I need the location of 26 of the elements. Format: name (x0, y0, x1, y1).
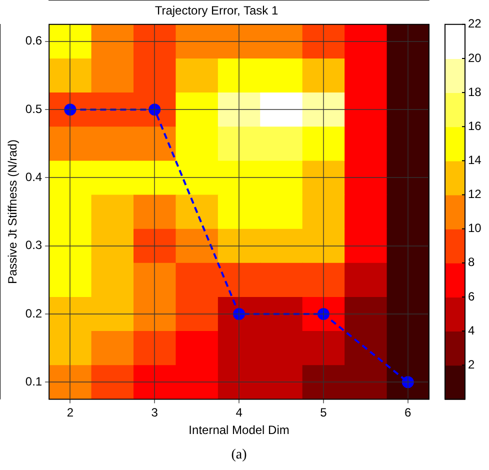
color-bar-label: 4 (468, 323, 475, 338)
color-bar-label: 18 (468, 84, 482, 99)
color-bar-label: 10 (468, 221, 482, 236)
x-axis-title: Internal Model Dim (188, 423, 290, 438)
color-bar-label: 2 (468, 357, 475, 372)
y-tick-label: 0.6 (25, 34, 42, 48)
color-bar-label: 14 (468, 153, 482, 168)
x-tick-label: 3 (151, 406, 158, 420)
x-tick-label: 6 (404, 406, 412, 420)
x-tick-label: 2 (66, 406, 74, 420)
chart-title: Trajectory Error, Task 1 (154, 4, 279, 18)
x-tick-label: 4 (236, 406, 243, 420)
color-bar-label: 12 (468, 187, 482, 202)
y-tick-label: 0.1 (25, 374, 42, 388)
y-tick-label: 0.4 (25, 170, 42, 184)
color-bar-label: 8 (468, 255, 475, 270)
color-bar-label: 6 (468, 289, 475, 304)
y-axis-title: Passive Jt Stiffness (N/rad) (6, 140, 20, 284)
text: (a) (231, 448, 248, 463)
y-tick-label: 0.3 (25, 238, 42, 252)
y-tick-label: 0.2 (25, 306, 42, 320)
x-tick-label: 5 (320, 406, 328, 420)
color-bar-label: 22 (468, 16, 482, 31)
color-bar-label: 16 (468, 118, 482, 133)
y-tick-label: 0.5 (25, 102, 42, 116)
color-bar-label: 20 (468, 50, 482, 65)
